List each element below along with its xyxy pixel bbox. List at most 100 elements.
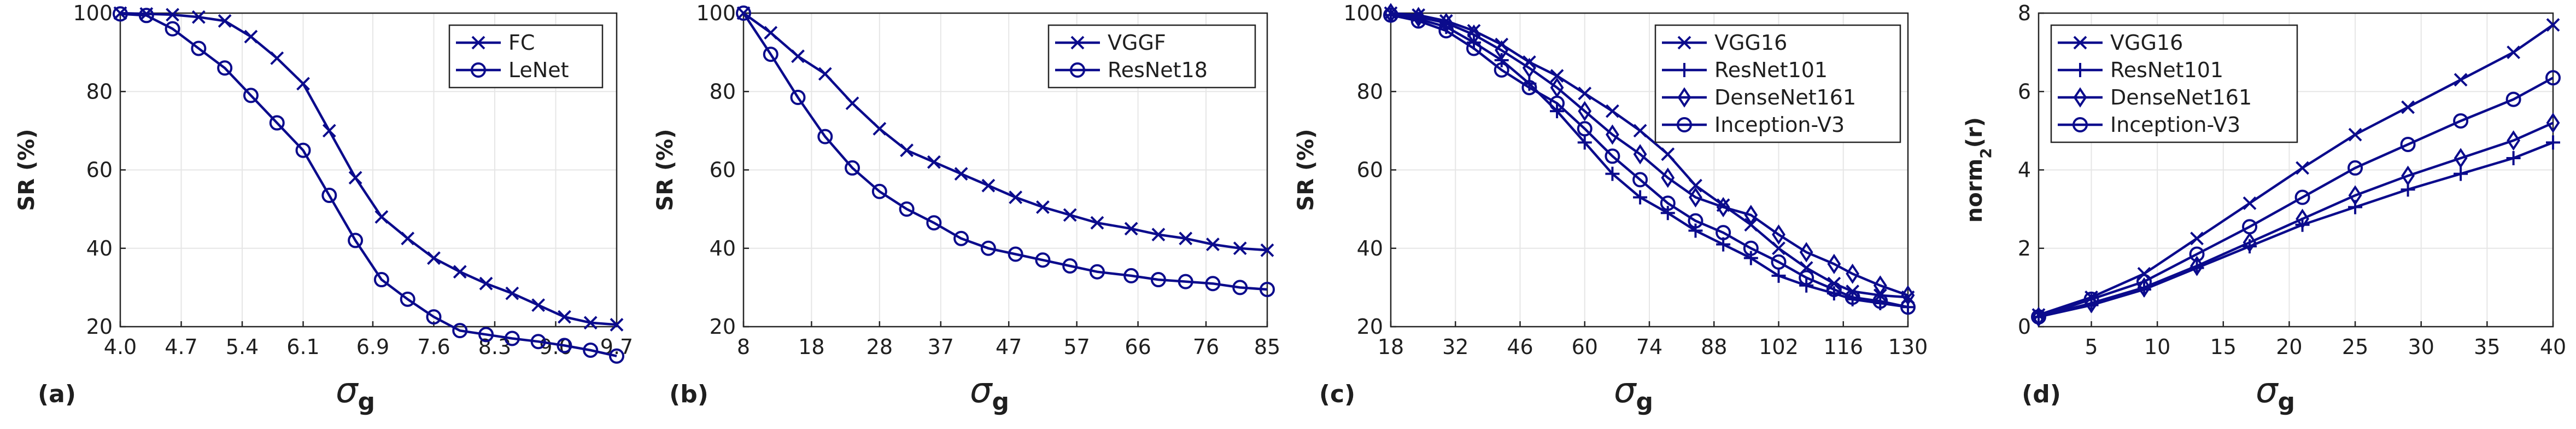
data-point — [1605, 166, 1620, 181]
legend-box — [2050, 24, 2298, 143]
data-point — [1123, 268, 1139, 283]
legend-marker — [1677, 87, 1691, 108]
y-axis-title-subscript: 2 — [1977, 148, 1995, 158]
data-point — [1179, 231, 1193, 246]
x-tick-label: 30 — [2408, 335, 2434, 359]
data-point — [1151, 228, 1166, 242]
data-point — [322, 124, 336, 138]
data-point — [166, 8, 179, 22]
data-point — [2083, 291, 2099, 307]
x-axis-title-subscript: g — [358, 388, 376, 416]
data-point — [2242, 219, 2258, 235]
data-point — [2546, 135, 2560, 150]
data-point — [1495, 40, 1509, 61]
data-point — [2347, 160, 2363, 176]
data-point — [873, 121, 887, 136]
data-point — [1772, 241, 1785, 256]
x-axis-title: σg — [2256, 370, 2295, 416]
data-point — [270, 51, 284, 65]
data-point — [295, 142, 311, 158]
data-point — [453, 265, 467, 279]
series-line — [120, 11, 617, 326]
legend-marker — [1070, 62, 1085, 78]
data-point — [1494, 62, 1509, 78]
data-point — [244, 30, 258, 44]
data-point — [1799, 242, 1813, 263]
data-point — [1743, 251, 1758, 265]
data-point — [2189, 246, 2205, 262]
data-point — [1089, 264, 1105, 280]
data-point — [1550, 104, 1565, 119]
series-line — [120, 13, 617, 357]
y-tick-label: 100 — [73, 1, 113, 25]
data-point — [1606, 104, 1619, 118]
data-point — [2545, 70, 2561, 86]
x-tick-label: 25 — [2342, 335, 2368, 359]
data-point — [845, 160, 860, 176]
legend-box — [1047, 24, 1256, 89]
series-inception-v3 — [1383, 7, 1916, 315]
y-tick-label: 20 — [86, 315, 113, 339]
x-tick-label: 28 — [867, 335, 893, 359]
series-densenet161 — [2031, 112, 2560, 327]
legend-label: ResNet101 — [2110, 58, 2223, 82]
legend: FC LeNet — [448, 24, 604, 89]
x-tick-label: 6.9 — [356, 335, 389, 359]
data-point — [1577, 121, 1593, 137]
legend-label: VGGF — [1108, 31, 1166, 55]
x-tick-label: 8 — [737, 335, 750, 359]
data-point — [1799, 270, 1814, 286]
data-point — [2453, 113, 2469, 129]
legend-label: VGG16 — [2110, 31, 2183, 55]
series-lenet — [113, 6, 624, 364]
data-point — [1633, 144, 1647, 165]
legend-label: DenseNet161 — [2110, 85, 2252, 109]
axes-frame — [2038, 12, 2554, 328]
data-point — [2505, 91, 2521, 107]
data-point — [1845, 289, 1860, 305]
y-tick-label: 80 — [1357, 79, 1383, 103]
data-point — [1549, 95, 1565, 111]
data-point — [1688, 213, 1703, 229]
y-axis-title: SR (%) — [14, 129, 39, 211]
data-point — [1660, 206, 1675, 221]
data-point — [479, 276, 493, 291]
legend-marker — [471, 36, 485, 50]
data-point — [980, 240, 996, 256]
data-point — [2454, 73, 2468, 87]
data-point — [2507, 45, 2521, 60]
x-axis-title-subscript: g — [1636, 388, 1654, 416]
y-tick-label: 20 — [710, 315, 736, 339]
x-axis-title: σg — [970, 370, 1009, 416]
data-point — [2454, 148, 2468, 169]
chart-panel-2: 8 18 28 37 47 57 66 76 85 20 40 60 80 100 SR (%) σg (b) V… — [653, 1, 1280, 416]
data-point — [374, 210, 389, 224]
data-point — [610, 318, 624, 332]
data-point — [2400, 136, 2416, 152]
data-point — [1467, 24, 1481, 38]
legend-label: LeNet — [508, 58, 569, 82]
axes-frame — [119, 12, 618, 328]
data-point — [1062, 258, 1078, 274]
data-point — [1827, 253, 1841, 275]
chart-panel-4: 5 10 15 20 25 30 35 40 0 2 4 6 8 norm2(r) σg (d) VGG16 Re… — [1962, 1, 2566, 416]
legend-marker — [471, 62, 486, 78]
data-point — [348, 233, 364, 248]
y-axis-title: SR (%) — [653, 129, 678, 211]
legend-label: Inception-V3 — [2110, 113, 2240, 137]
data-point — [401, 231, 415, 246]
data-point — [2506, 151, 2521, 166]
data-point — [1872, 293, 1888, 309]
data-point — [1578, 101, 1592, 121]
data-point — [1771, 268, 1786, 283]
legend: VGG16 ResNet101 DenseNet161 Inception-V3 — [1654, 24, 1901, 143]
data-point — [1606, 124, 1619, 145]
data-point — [609, 348, 624, 364]
data-point — [2243, 196, 2257, 210]
legend-marker — [2073, 63, 2087, 77]
data-point — [218, 14, 232, 28]
data-point — [348, 171, 362, 185]
data-point — [2546, 112, 2560, 134]
